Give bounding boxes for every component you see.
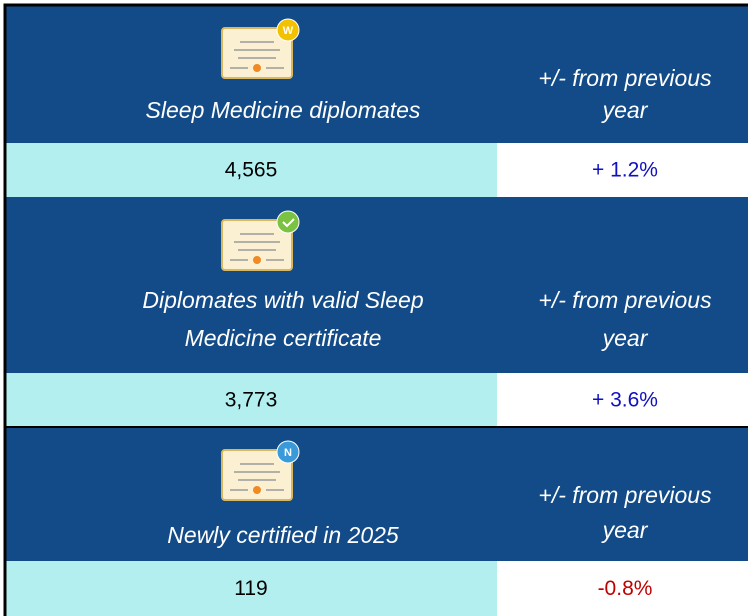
value-cell	[5, 373, 497, 427]
badge	[276, 440, 300, 464]
section-label: Newly certified in 2025	[167, 522, 399, 548]
value-cell	[5, 143, 497, 197]
section-label: Diplomates with valid Sleep	[142, 287, 423, 313]
section-label: Sleep Medicine diplomates	[146, 97, 421, 123]
header-cell	[5, 5, 748, 143]
header-cell	[5, 197, 748, 373]
header-cell	[5, 427, 748, 561]
badge-letter: W	[283, 25, 294, 37]
badge	[276, 210, 300, 234]
certificate-seal	[253, 256, 261, 264]
certificate-seal	[253, 486, 261, 494]
badge-check	[282, 218, 295, 228]
badge	[276, 18, 300, 42]
change-label: +/- from previous	[538, 287, 712, 313]
section-value: 4,565	[225, 159, 278, 182]
change-label: +/- from previous	[538, 482, 712, 508]
change-cell	[497, 373, 748, 427]
change-label: year	[601, 517, 649, 543]
badge-letter: N	[284, 447, 292, 459]
value-cell	[5, 561, 497, 616]
change-cell	[497, 561, 748, 616]
certificate-icon	[221, 449, 293, 501]
section-change: + 1.2%	[592, 159, 658, 182]
certificate-seal	[253, 64, 261, 72]
change-label: year	[601, 97, 649, 123]
certificate-icon	[221, 219, 293, 271]
section-value: 3,773	[225, 389, 278, 412]
certificate-icon	[221, 27, 293, 79]
section-change: -0.8%	[598, 577, 653, 600]
table-border	[3, 3, 748, 616]
change-cell	[497, 143, 748, 197]
section-label: Medicine certificate	[185, 325, 382, 351]
section-change: + 3.6%	[592, 389, 658, 412]
change-label: +/- from previous	[538, 65, 712, 91]
section-value: 119	[234, 577, 267, 600]
change-label: year	[601, 325, 649, 351]
